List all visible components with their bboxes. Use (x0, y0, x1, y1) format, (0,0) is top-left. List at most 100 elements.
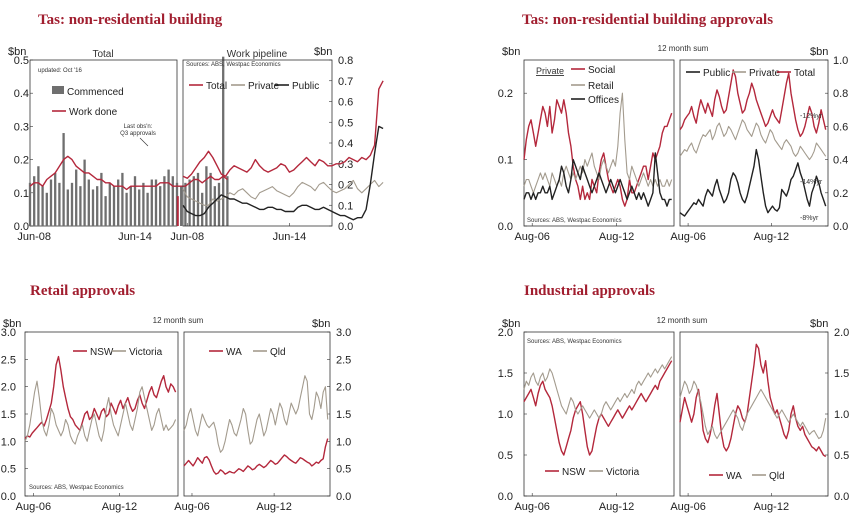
y-tick-label: 0.0 (833, 221, 848, 233)
series-line-total (679, 69, 827, 138)
legend-label: NSW (562, 467, 586, 478)
legend-swatch-commenced (52, 86, 64, 94)
x-tick-label: Aug-06 (670, 501, 705, 513)
bar-commenced (37, 166, 40, 226)
x-tick-label: Aug-12 (599, 231, 634, 243)
plot-frame-tr-right (679, 59, 829, 227)
y-tick-label: 1.5 (336, 409, 351, 421)
x-tick-label: Aug-12 (754, 501, 789, 513)
bar-commenced (75, 169, 78, 226)
x-tick-label: Jun-14 (118, 231, 152, 243)
bar-commenced (222, 56, 225, 227)
source-note: Sources: ABS, Westpac Economics (527, 218, 622, 224)
y-tick-label: 2.0 (336, 382, 351, 394)
y-tick-label: 1.5 (834, 368, 849, 380)
bar-commenced (146, 192, 149, 226)
bar-commenced (112, 186, 116, 226)
y-axis-unit: $bn (8, 46, 26, 58)
panel-title-total: Total (92, 49, 113, 60)
bar-commenced (142, 182, 145, 226)
legend-label: Commenced (67, 87, 124, 98)
y-tick-label: 0.4 (14, 88, 29, 100)
y-tick-label: 0.6 (833, 121, 848, 133)
y-tick-label: 0.5 (834, 450, 849, 462)
bar-commenced (70, 182, 74, 226)
legend-label: Private (248, 81, 280, 92)
bar-commenced (91, 189, 95, 226)
legend-label: Work done (69, 107, 118, 118)
legend-label: Total (794, 68, 815, 79)
note-12-month-sum: 12 month sum (153, 316, 204, 325)
x-tick-label: Aug-12 (754, 231, 789, 243)
bar-commenced (129, 186, 132, 226)
plot-frame-tl-left (29, 59, 178, 227)
y-tick-label: 1.0 (834, 409, 849, 421)
bar-commenced (54, 172, 57, 226)
y-tick-label: 0.0 (498, 221, 513, 233)
series-line-public (679, 148, 827, 217)
series-line-qld (183, 375, 329, 453)
bar-commenced (41, 186, 44, 226)
bar-commenced (209, 172, 212, 226)
bar-commenced (213, 186, 216, 226)
title-industrial-approvals: Industrial approvals (524, 283, 656, 299)
y-tick-label: 0.5 (338, 117, 353, 129)
bar-commenced (28, 182, 32, 226)
bar-commenced (150, 179, 153, 226)
y-tick-label: 2.0 (498, 327, 513, 339)
bar-commenced (192, 176, 195, 226)
title-tas-non-residential-building: Tas: non-residential building (38, 12, 223, 28)
x-tick-label: Aug-12 (256, 501, 291, 513)
legend-label: WA (726, 471, 742, 482)
source-note: Sources: ABS, Westpac Economics (186, 62, 281, 68)
bar-commenced (117, 179, 120, 226)
y-tick-label: 1.0 (833, 55, 848, 67)
bar-commenced (125, 192, 128, 226)
y-tick-label: 0.2 (833, 188, 848, 200)
legend-label: Public (292, 81, 319, 92)
plot-frame-tr-left (523, 59, 675, 227)
note-12-month-sum: 12 month sum (658, 44, 709, 53)
y-tick-label: 3.0 (1, 327, 16, 339)
series-line-private (182, 179, 384, 206)
legend-label: Victoria (606, 467, 640, 478)
bar-commenced (188, 179, 191, 226)
y-tick-label: 0.0 (14, 221, 29, 233)
bar-commenced (96, 186, 99, 226)
title-tas-approvals: Tas: non-residential building approvals (522, 12, 774, 28)
x-tick-label: Jun-08 (170, 231, 204, 243)
y-tick-label: 0.0 (1, 491, 16, 503)
bar-commenced (66, 189, 69, 226)
note-q3-approvals: Q3 approvals (120, 131, 156, 137)
series-line-victoria (523, 356, 673, 419)
source-note: Sources: ABS, Westpac Economics (527, 339, 622, 345)
y-axis-unit: $bn (810, 46, 828, 58)
y-tick-label: 0.1 (14, 188, 29, 200)
note-public-change: -8%yr (800, 215, 819, 222)
legend-label: WA (226, 347, 242, 358)
series-line-wa (679, 343, 827, 458)
bar-commenced (104, 196, 107, 226)
legend-label: Retail (588, 81, 614, 92)
legend-label: Social (588, 65, 615, 76)
legend-label: Offices (588, 95, 619, 106)
legend-label: NSW (90, 347, 114, 358)
y-tick-label: 0.7 (338, 76, 353, 88)
x-tick-label: Aug-06 (670, 231, 705, 243)
y-tick-label: 3.0 (336, 327, 351, 339)
label-private: Private (536, 66, 564, 76)
x-tick-label: Jun-08 (17, 231, 51, 243)
series-line-qld (679, 380, 827, 440)
series-line-public (182, 125, 384, 221)
series-line-wa (183, 438, 329, 475)
note-total-change: -12%yr (800, 113, 823, 120)
y-tick-label: 0.8 (833, 88, 848, 100)
bar-commenced (163, 176, 166, 226)
bar-commenced (217, 182, 221, 226)
note-pointer (139, 137, 149, 147)
y-axis-unit: $bn (314, 46, 332, 58)
bar-commenced (167, 169, 170, 226)
y-tick-label: 0.1 (338, 200, 353, 212)
bar-commenced (79, 186, 82, 226)
bar-commenced (196, 172, 200, 226)
